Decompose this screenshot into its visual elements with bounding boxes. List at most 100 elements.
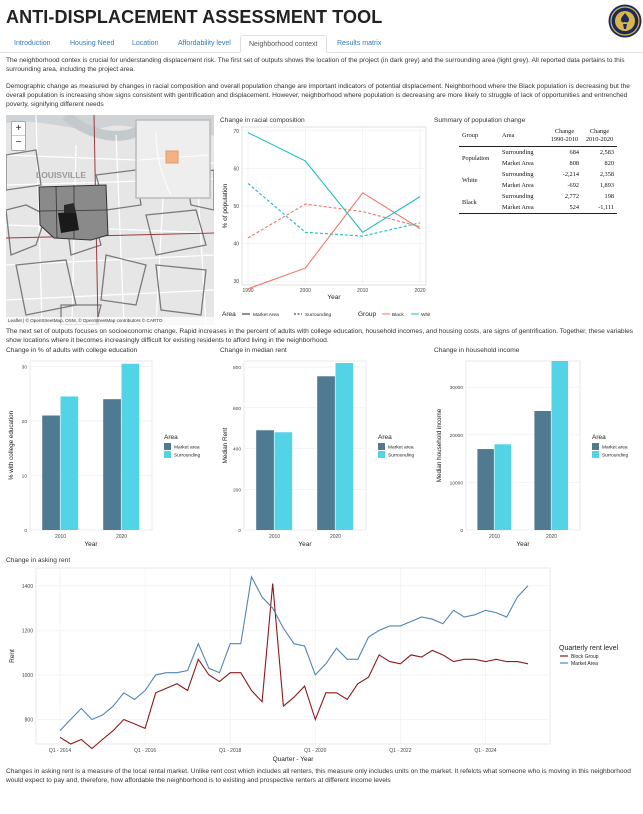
y-tick-label: 400 <box>233 447 241 453</box>
median-rent-chart: 0 200 400 600 800 2010 2020 Year Median Rent Area… <box>222 360 414 548</box>
y-tick-label: 800 <box>233 365 241 371</box>
y-axis-label: Median Rent <box>222 427 229 463</box>
y-tick-label: 30 <box>233 279 239 285</box>
racial-composition-chart: 30 40 50 60 70 1990 2000 2010 2020 Year % of popul… <box>222 126 430 318</box>
summary-change-cell: 2,358 <box>599 171 614 178</box>
legend-label: Surrounding <box>602 453 628 459</box>
x-axis-label: Year <box>327 294 341 301</box>
tab-results-matrix[interactable]: Results matrix <box>337 40 382 47</box>
legend-label: Surrounding <box>174 453 200 459</box>
x-axis-label: Year <box>516 541 530 548</box>
bar <box>494 444 511 530</box>
tab-housing-need[interactable]: Housing Need <box>70 40 115 47</box>
series-line <box>247 132 421 234</box>
y-tick-label: 40 <box>233 242 239 248</box>
y-tick-label: 70 <box>233 129 239 135</box>
series-line <box>247 192 421 290</box>
legend-label: Market area <box>174 445 200 451</box>
tab-location[interactable]: Location <box>132 40 159 47</box>
bar <box>534 410 551 530</box>
legend-label: Market area <box>602 445 628 451</box>
summary-area-cell: Surrounding <box>502 193 534 200</box>
y-tick-label: 0 <box>460 528 463 534</box>
summary-change-cell: -1,111 <box>598 204 614 211</box>
minimap-extent-box <box>165 150 179 164</box>
legend-key <box>164 443 171 450</box>
y-tick-label: 20000 <box>450 433 464 439</box>
summary-group-cell: Population <box>462 154 490 162</box>
bar <box>256 430 274 530</box>
y-tick-label: 10000 <box>450 480 464 486</box>
tab-introduction[interactable]: Introduction <box>14 40 51 47</box>
summary-change-cell: 2,772 <box>564 193 579 200</box>
socioeconomic-paragraph: The next set of outputs focuses on socio… <box>6 328 634 344</box>
map-attribution[interactable]: Leaflet | © OpenStreetMap, OSM, © OpenSt… <box>6 317 214 325</box>
asking-rent-chart-title: Change in asking rent <box>6 557 71 564</box>
bar <box>335 363 354 530</box>
bar <box>317 376 335 530</box>
y-tick-label: 50 <box>233 204 239 210</box>
x-tick-label: 2000 <box>300 288 311 294</box>
bar <box>121 363 140 530</box>
x-tick-label: 2020 <box>414 288 425 294</box>
y-tick-label: 1400 <box>22 584 33 590</box>
table-row: Black Surrounding 2,772 198 <box>459 191 617 206</box>
summary-area-cell: Market Area <box>502 204 534 211</box>
zoom-in-button[interactable]: + <box>12 122 25 136</box>
tab-affordability-level[interactable]: Affordability level <box>178 40 231 47</box>
x-tick-label: Q1 - 2016 <box>134 748 156 754</box>
y-tick-label: 0 <box>238 528 241 534</box>
x-tick-label: Q1 - 2020 <box>304 748 326 754</box>
college-chart-title: Change in % of adults with college educa… <box>6 347 138 354</box>
bar <box>551 361 568 530</box>
table-row: Market Area -692 1,893 <box>459 180 617 191</box>
summary-header-group: Group <box>462 132 479 139</box>
series-line <box>247 203 421 239</box>
x-tick-label: 2010 <box>357 288 368 294</box>
y-tick-label: 10 <box>22 473 28 479</box>
racial-chart-title: Change in racial composition <box>220 117 305 124</box>
x-tick-label: 1990 <box>242 288 253 294</box>
tab-bar: Introduction Housing Need Location Affor… <box>0 35 643 53</box>
y-tick-label: 800 <box>25 717 34 723</box>
legend-label: Surrounding <box>388 453 414 459</box>
legend-key <box>164 451 171 458</box>
intro-paragraph-1: The neighborhood contex is crucial for u… <box>6 57 625 73</box>
zoom-out-button[interactable]: − <box>15 137 22 148</box>
x-tick-label: 2010 <box>269 534 280 540</box>
summary-change-cell: -2,214 <box>562 171 579 178</box>
legend-label-white: White <box>421 312 430 318</box>
series-line <box>247 182 421 237</box>
legend-label-surrounding: Surrounding <box>305 312 331 318</box>
summary-table-title: Summary of population change <box>434 117 526 124</box>
bar <box>103 399 121 530</box>
y-tick-label: 30 <box>22 364 28 370</box>
map-city-label: LOUISVILLE <box>36 170 86 180</box>
y-tick-label: 1200 <box>22 628 33 634</box>
table-row: Market Area 808 820 <box>459 158 617 169</box>
college-education-chart: 0 10 20 30 2010 2020 Year % with college educat… <box>8 360 200 548</box>
x-tick-label: Q1 - 2014 <box>49 748 71 754</box>
legend-label-market: Market Area <box>253 312 279 318</box>
summary-change-cell: -692 <box>567 182 579 189</box>
asking-rent-chart: 800 1000 1200 1400 Q1 - 2014 Q1 - 2016 Q1 - 20… <box>9 567 619 763</box>
series-line <box>59 575 529 731</box>
series-line <box>59 583 529 750</box>
x-tick-label: Q1 - 2018 <box>219 748 241 754</box>
summary-header-change-2010-2020: Change 2010-2020 <box>585 128 614 143</box>
zoom-control: + − <box>11 121 26 151</box>
summary-table: Group Area Change 1990-2010 Change 2010-… <box>459 126 617 214</box>
neighborhood-map[interactable]: LOUISVILLE + − Leaflet | © OpenStreetMap… <box>6 115 214 325</box>
legend-label: Market Area <box>571 661 598 667</box>
y-tick-label: 0 <box>24 528 27 534</box>
intro-paragraph-2: Demographic change as measured by change… <box>6 83 630 108</box>
legend-title: Area <box>378 434 392 441</box>
bar <box>42 415 60 530</box>
tab-neighborhood-context[interactable]: Neighborhood context <box>240 35 327 53</box>
rent-chart-title: Change in median rent <box>220 347 287 354</box>
x-tick-label: 2020 <box>330 534 341 540</box>
legend-title-group: Group <box>358 311 376 318</box>
summary-area-cell: Surrounding <box>502 171 534 178</box>
summary-table-wrapper: Group Area Change 1990-2010 Change 2010-… <box>459 126 617 214</box>
y-axis-label: Rent <box>9 649 16 663</box>
